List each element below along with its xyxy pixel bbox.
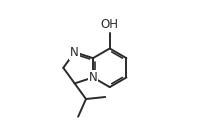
Text: OH: OH	[101, 18, 119, 31]
Text: N: N	[89, 71, 97, 84]
Text: N: N	[70, 46, 79, 59]
